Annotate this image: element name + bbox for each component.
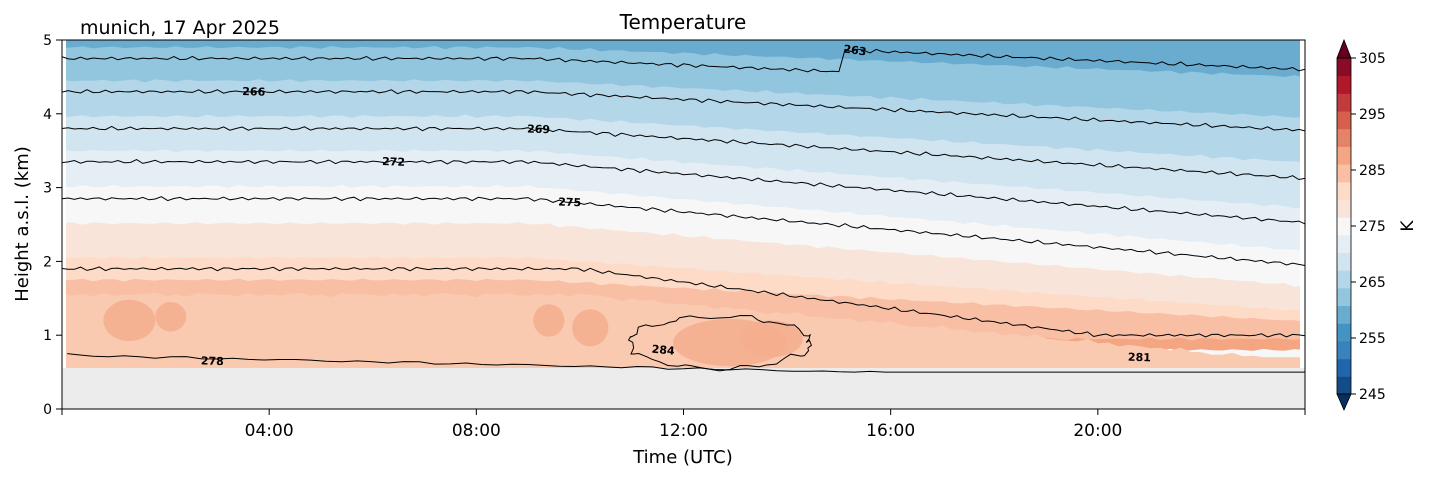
contour-line-272 [62, 159, 1305, 225]
colorbar-tick-label: 285 [1359, 163, 1386, 179]
temperature-band [66, 40, 1300, 55]
y-axis: 0 1 2 3 4 5 [43, 33, 62, 418]
contour-line-278 [67, 353, 1305, 373]
x-tick-label: 20:00 [1073, 421, 1122, 441]
contour-line-269 [62, 125, 1305, 181]
chart-subtitle: munich, 17 Apr 2025 [80, 17, 280, 39]
y-tick-label: 4 [43, 107, 52, 123]
colorbar-segment [1337, 358, 1351, 377]
colorbar-segment [1337, 287, 1351, 307]
colorbar-tick-label: 245 [1359, 387, 1386, 403]
contour-lines [62, 48, 1305, 373]
contour-line-275 [62, 196, 1305, 266]
colorbar: 245 255 265 275 285 295 305 [1336, 38, 1386, 411]
colorbar-segment [1337, 58, 1351, 77]
colorbar-segment [1337, 252, 1351, 271]
y-tick-label: 3 [43, 181, 52, 197]
x-tick-label: 04:00 [245, 421, 294, 441]
colorbar-segment [1337, 270, 1351, 289]
contour-label-263: 263 [843, 42, 868, 58]
colorbar-segment [1337, 217, 1351, 236]
colorbar-extend-min [1336, 393, 1352, 411]
colorbar-segment [1337, 323, 1351, 342]
contour-line-284 [627, 314, 813, 372]
contour-label-275: 275 [558, 196, 581, 210]
warm-cell [155, 301, 187, 332]
x-tick-label: 08:00 [452, 421, 501, 441]
contour-label-281: 281 [1128, 351, 1151, 365]
contour-label-272: 272 [382, 155, 405, 169]
chart-title: Temperature [619, 10, 747, 34]
contour-labels: 263 266 269 272 275 278 281 284 [201, 42, 1151, 368]
warm-cell [572, 309, 609, 347]
contour-line-263 [62, 48, 1305, 73]
colorbar-segment [1337, 376, 1351, 395]
x-axis: 04:00 08:00 12:00 16:00 20:00 [61, 409, 1306, 441]
colorbar-segment [1337, 199, 1351, 218]
colorbar-segment [1337, 75, 1351, 94]
colorbar-segment [1337, 181, 1351, 200]
colorbar-segment [1337, 146, 1351, 165]
colorbar-tick-label: 275 [1359, 219, 1386, 235]
colorbar-label: K [1398, 220, 1418, 232]
colorbar-segment [1337, 128, 1351, 147]
colorbar-tick-label: 295 [1359, 107, 1386, 123]
contour-label-284: 284 [651, 343, 676, 358]
colorbar-segment [1337, 340, 1351, 360]
y-axis-label: Height a.s.l. (km) [12, 146, 33, 302]
contour-label-266: 266 [242, 85, 266, 99]
y-tick-label: 5 [43, 33, 52, 49]
x-tick-label: 12:00 [659, 421, 708, 441]
y-tick-label: 2 [43, 254, 52, 270]
colorbar-segment [1337, 305, 1351, 324]
temperature-warm-cells [66, 292, 1300, 368]
colorbar-extend-max [1336, 38, 1352, 59]
colorbar-segment [1337, 93, 1351, 112]
colorbar-tick-label: 255 [1359, 331, 1386, 347]
y-tick-label: 1 [43, 328, 52, 344]
colorbar-segment [1337, 111, 1351, 130]
x-tick-label: 16:00 [866, 421, 915, 441]
warm-cell [533, 304, 565, 337]
colorbar-segment [1337, 164, 1351, 183]
contour-label-269: 269 [527, 123, 550, 137]
x-axis-label: Time (UTC) [632, 447, 733, 468]
contour-line-266 [62, 89, 1305, 132]
colorbar-tick-label: 305 [1359, 51, 1386, 67]
warm-cell [103, 299, 156, 342]
contour-line-281 [62, 266, 1305, 338]
temperature-band [66, 40, 1300, 77]
colorbar-segment [1337, 234, 1351, 254]
colorbar-tick-label: 265 [1359, 275, 1386, 291]
warm-cell [740, 320, 803, 358]
contour-label-278: 278 [201, 354, 224, 368]
y-tick-label: 0 [43, 402, 52, 418]
